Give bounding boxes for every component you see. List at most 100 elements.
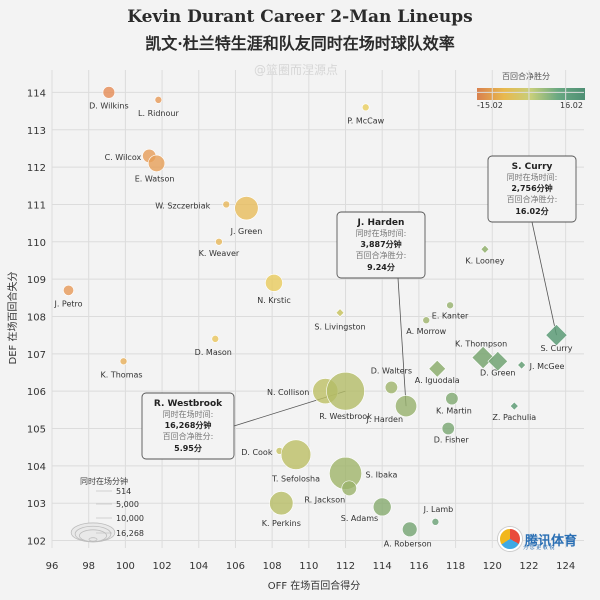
y-tick-label: 107 — [27, 350, 46, 361]
annotation-label: 同时在场时间: — [163, 409, 214, 419]
annotation-label: 百回合净胜分: — [507, 194, 558, 204]
label-s-curry: S. Curry — [540, 344, 572, 353]
label-d-fisher: D. Fisher — [434, 436, 470, 445]
x-tick-label: 122 — [519, 561, 538, 572]
label-z-pachulia: Z. Pachulia — [492, 413, 536, 422]
annotation-value: 2,756分钟 — [511, 183, 552, 193]
y-tick-label: 105 — [27, 425, 46, 436]
label-d-mason: D. Mason — [195, 348, 232, 357]
point-k-thomas — [119, 357, 128, 366]
size-legend-marker — [79, 529, 107, 542]
x-tick-label: 108 — [263, 561, 282, 572]
label-j-harden: J. Harden — [365, 415, 403, 424]
point-r-jackson — [341, 480, 357, 496]
label-d-green: D. Green — [480, 368, 515, 377]
y-tick-label: 113 — [27, 126, 46, 137]
annotation-label: 百回合净胜分: — [356, 250, 407, 260]
label-r-jackson: R. Jackson — [304, 495, 345, 504]
x-tick-label: 124 — [556, 561, 575, 572]
point-j-lamb — [431, 518, 440, 526]
annotation-player: R. Westbrook — [154, 399, 223, 409]
annotation-value: 5.95分 — [174, 443, 202, 453]
point-k-martin — [445, 392, 459, 406]
label-k-looney: K. Looney — [465, 256, 504, 265]
label-j-petro: J. Petro — [53, 299, 82, 308]
point-t-sefolosha — [280, 439, 312, 470]
label-k-thomas: K. Thomas — [101, 370, 143, 379]
point-s-ibaka — [329, 456, 362, 490]
annotation-player: J. Harden — [357, 218, 405, 228]
annotation-leaders — [233, 221, 557, 427]
watermark: @篮圈而涅源点 — [254, 63, 339, 77]
y-tick-label: 110 — [27, 238, 46, 249]
annotation-frame — [336, 211, 426, 279]
label-w-szczerbiak: W. Szczerbiak — [155, 201, 210, 210]
label-k-martin: K. Martin — [436, 407, 472, 416]
x-tick-label: 98 — [82, 561, 95, 572]
label-d-wilkins: D. Wilkins — [89, 101, 129, 110]
label-a-iguodala: A. Iguodala — [415, 376, 460, 385]
label-k-perkins: K. Perkins — [262, 519, 301, 528]
x-tick-label: 116 — [409, 561, 428, 572]
point-l-ridnour — [154, 96, 163, 104]
chart-title: Kevin Durant Career 2-Man Lineups — [127, 7, 473, 27]
x-tick-labels: 96 98 100 102 104 106 108 110 112 114 116 118 120 122… — [46, 561, 576, 572]
label-s-adams: S. Adams — [341, 514, 378, 523]
point-d-walters — [384, 380, 398, 394]
point-n-krstic — [265, 273, 283, 292]
annotation-leader — [531, 221, 557, 336]
annotation-frame — [141, 392, 235, 460]
point-labels: D. Wilkins L. Ridnour P. McCaw C. Wilcox E. … — [53, 101, 572, 548]
point-a-roberson — [402, 521, 418, 538]
annotation-label: 百回合净胜分: — [163, 431, 214, 441]
annotation-value: 3,887分钟 — [360, 239, 401, 249]
point-r-westbrook — [326, 371, 365, 411]
point-s-curry — [545, 323, 568, 347]
color-scale-bar — [477, 88, 585, 100]
annotation-frame — [487, 155, 577, 223]
annotation-value: 16,268分钟 — [165, 420, 212, 430]
point-d-mason — [211, 335, 220, 343]
label-d-walters: D. Walters — [371, 366, 412, 375]
point-a-iguodala — [428, 359, 447, 378]
point-s-adams — [372, 497, 392, 517]
point-z-pachulia — [509, 401, 519, 411]
point-w-szczerbiak — [222, 200, 231, 209]
point-a-morrow — [422, 316, 431, 325]
data-points — [63, 86, 568, 538]
logo-text: 腾讯体育 — [525, 533, 578, 549]
annotation-label: 同时在场时间: — [507, 172, 558, 182]
x-tick-label: 114 — [373, 561, 392, 572]
point-k-weaver — [215, 237, 223, 246]
label-j-green: J. Green — [230, 227, 263, 236]
logo-icon — [498, 527, 522, 551]
point-e-watson — [148, 154, 166, 172]
x-tick-label: 106 — [226, 561, 245, 572]
y-tick-label: 108 — [27, 312, 46, 323]
size-legend-marker — [88, 537, 98, 542]
y-axis-label: DEF 在场百回合失分 — [6, 272, 19, 365]
y-tick-label: 111 — [27, 200, 46, 211]
label-d-cook: D. Cook — [241, 448, 273, 457]
y-tick-label: 106 — [27, 387, 46, 398]
color-scale-min: -15.02 — [477, 101, 503, 110]
point-s-livingston — [335, 308, 345, 318]
label-l-ridnour: L. Ridnour — [138, 109, 179, 118]
x-tick-label: 112 — [336, 561, 355, 572]
x-tick-label: 120 — [483, 561, 502, 572]
point-d-wilkins — [102, 86, 116, 99]
label-a-roberson: A. Roberson — [384, 539, 432, 548]
y-tick-label: 104 — [27, 462, 46, 473]
x-tick-label: 118 — [446, 561, 465, 572]
annotation-player: S. Curry — [512, 162, 553, 172]
point-d-cook — [275, 447, 284, 455]
label-e-watson: E. Watson — [135, 174, 175, 183]
label-n-collison: N. Collison — [267, 388, 309, 397]
point-n-collison — [312, 378, 339, 405]
y-tick-labels: 102 103 104 105 106 107 108 109 110 111 112 113 114 — [27, 88, 46, 547]
label-c-wilcox: C. Wilcox — [105, 153, 142, 162]
